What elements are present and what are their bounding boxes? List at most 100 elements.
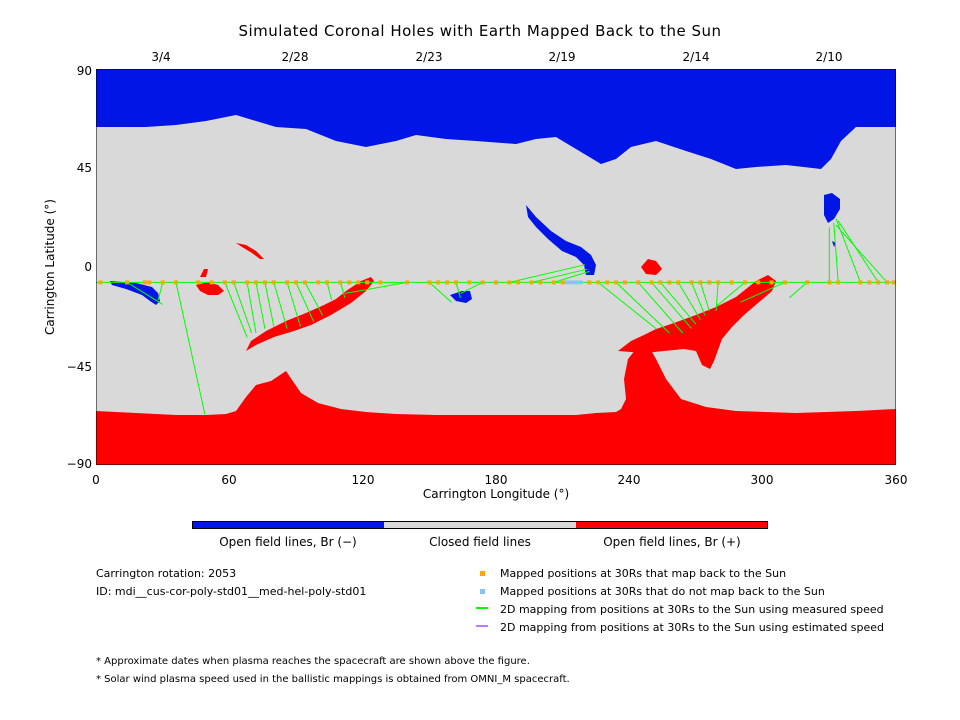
mapped-point: [892, 280, 896, 285]
mapped-point: [436, 280, 441, 285]
mapping-line: [246, 282, 257, 334]
mapped-point: [516, 280, 521, 285]
mapped-point: [231, 280, 236, 285]
mapping-line: [460, 281, 483, 294]
mapped-point: [405, 280, 410, 285]
mapped-point: [125, 280, 130, 285]
mapped-point: [551, 280, 556, 285]
mapping-line: [691, 282, 706, 316]
y-tick-label: −45: [66, 360, 92, 374]
mapped-point: [262, 280, 267, 285]
mapped-point: [827, 280, 832, 285]
mapping-line: [833, 222, 839, 283]
purple-line-icon: [476, 625, 488, 627]
mapped-point: [529, 280, 534, 285]
orange-square-icon: [480, 571, 485, 576]
mapped-point: [885, 280, 890, 285]
mapped-point: [338, 280, 343, 285]
mapped-point: [614, 280, 618, 285]
mapped-point: [160, 280, 165, 285]
mapped-point: [427, 280, 432, 285]
mapping-line: [835, 224, 888, 283]
mapping-line: [126, 281, 163, 305]
chart-title: Simulated Coronal Holes with Earth Mappe…: [238, 22, 722, 40]
y-tick-label: 90: [76, 64, 92, 78]
mapped-point: [649, 280, 654, 285]
mapping-line: [233, 282, 253, 334]
mapped-point: [729, 280, 734, 285]
mapped-point: [294, 280, 298, 285]
mapping-line: [264, 282, 275, 327]
carrington-rotation: Carrington rotation: 2053: [96, 567, 237, 580]
mapping-lines: [96, 218, 896, 415]
positive-coronal-hole: [618, 275, 776, 369]
mapped-point: [667, 280, 672, 285]
mapping-line: [429, 282, 452, 303]
mapping-line: [455, 282, 461, 298]
mapped-point: [356, 280, 361, 285]
mapped-point: [538, 280, 543, 285]
mapping-line: [157, 282, 164, 301]
mapped-point: [836, 280, 841, 285]
x-tick-label: 360: [884, 473, 908, 487]
mapped-point: [209, 280, 214, 285]
top-date-label: 2/28: [281, 50, 309, 64]
mapped-point: [596, 280, 601, 285]
legend: Mapped positions at 30Rs that map back t…: [476, 567, 896, 640]
mapping-line: [531, 268, 588, 283]
colorbar-positive: [576, 521, 768, 529]
mapping-line: [344, 281, 408, 294]
positive-coronal-hole: [200, 269, 208, 277]
y-axis-label: Carrington Latitude (°): [43, 199, 57, 335]
mapping-line: [677, 282, 701, 321]
mapping-line: [509, 264, 586, 283]
mapped-point: [480, 280, 485, 285]
mapped-point: [622, 280, 627, 285]
mapped-point: [147, 280, 152, 285]
mapped-point: [805, 280, 810, 285]
model-id: ID: mdi__cus-cor-poly-std01__med-hel-pol…: [96, 585, 367, 598]
top-date-label: 2/19: [548, 50, 576, 64]
x-tick-label: 180: [484, 473, 508, 487]
x-axis-label: Carrington Longitude (°): [422, 487, 570, 501]
negative-coronal-hole: [450, 291, 472, 303]
mapped-point: [222, 280, 227, 285]
mapped-point: [142, 280, 147, 285]
mapped-point: [756, 280, 761, 285]
mapped-point: [858, 280, 863, 285]
colorbar-closed: [384, 521, 576, 529]
negative-coronal-hole: [526, 205, 596, 275]
mapped-point: [742, 280, 747, 285]
coronal-hole-map: [96, 69, 896, 465]
mapped-point: [467, 280, 472, 285]
legend-label: Mapped positions at 30Rs that do not map…: [500, 585, 825, 598]
x-tick-label: 60: [221, 473, 237, 487]
footnote: * Solar wind plasma speed used in the ba…: [96, 674, 570, 685]
y-tick-label: 0: [84, 260, 92, 274]
mapped-point: [254, 280, 258, 285]
y-tick-label: −90: [66, 457, 92, 471]
mapping-line: [339, 282, 346, 298]
positive-coronal-hole: [641, 259, 662, 275]
mapped-point: [707, 280, 712, 285]
mapping-line: [286, 282, 301, 327]
mapped-point: [325, 280, 330, 285]
mapping-line: [615, 282, 670, 334]
legend-label: Mapped positions at 30Rs that map back t…: [500, 567, 787, 580]
top-date-label: 2/14: [682, 50, 710, 64]
x-tick-label: 0: [92, 473, 100, 487]
footnote: * Approximate dates when plasma reaches …: [96, 656, 530, 667]
mapped-point: [302, 280, 307, 285]
mapped-point: [271, 280, 276, 285]
positive-coronal-hole: [196, 282, 224, 295]
mapping-line: [553, 270, 590, 283]
mapped-point: [445, 280, 450, 285]
mapped-point: [636, 280, 641, 285]
top-date-label: 2/10: [815, 50, 843, 64]
mapped-point: [782, 280, 787, 285]
mapped-point: [507, 280, 512, 285]
south-polar-coronal-hole: [96, 345, 896, 465]
mapping-line: [304, 282, 324, 316]
lightblue-square-icon: [480, 589, 485, 594]
top-date-label: 3/4: [151, 50, 171, 64]
